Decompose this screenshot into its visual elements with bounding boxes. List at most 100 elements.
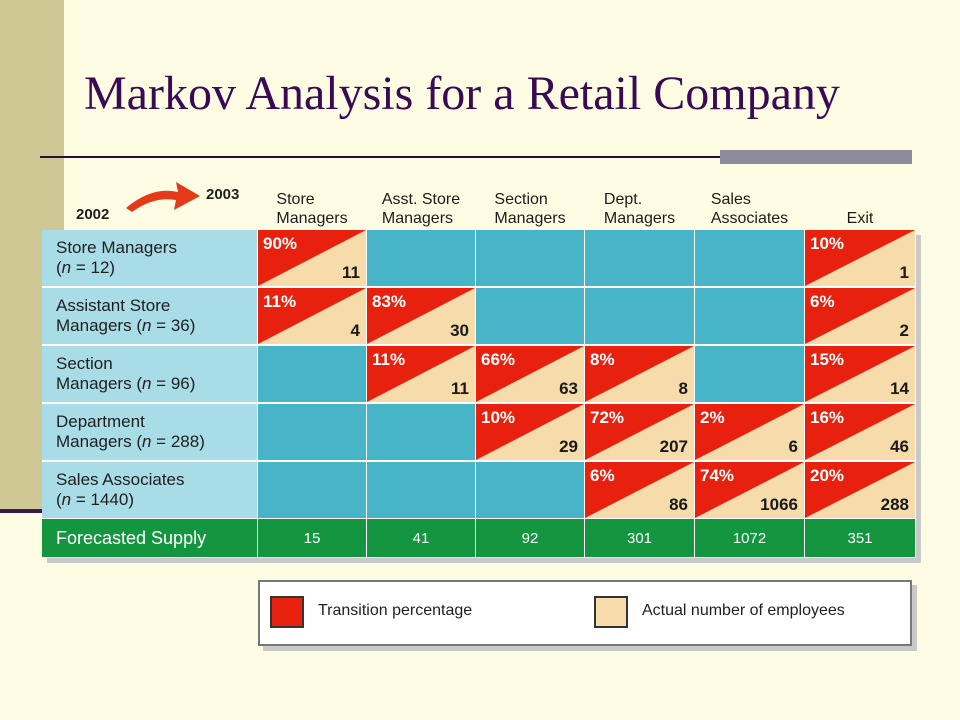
employee-count: 6 (788, 437, 798, 456)
transition-cell: 10% 29 (476, 404, 584, 460)
row-label-suffix: = 96) (151, 374, 196, 393)
legend: Transition percentage Actual number of e… (258, 580, 912, 646)
transition-percentage: 83% (372, 292, 407, 311)
transition-cell: 83% 30 (367, 288, 475, 344)
transition-triangle (367, 288, 475, 344)
year-to: 2003 (206, 186, 240, 203)
row-label-assistant-store: Assistant Store Managers (n = 36) (42, 288, 257, 344)
empty-cell (476, 288, 584, 344)
year-from: 2002 (76, 206, 110, 223)
transition-cell: 74% 1066 (695, 462, 804, 518)
year-arrow-icon (126, 182, 200, 212)
empty-cell (367, 462, 475, 518)
column-header-sales-associates: Sales Associates (695, 186, 804, 228)
transition-cell: 11% 11 (367, 346, 475, 402)
transition-percentage: 10% (810, 234, 845, 253)
transition-percentage: 16% (810, 408, 845, 427)
empty-cell (695, 230, 804, 286)
slide-title: Markov Analysis for a Retail Company (84, 67, 840, 120)
transition-cell: 72% 207 (585, 404, 694, 460)
row-label-n: n (141, 374, 152, 393)
transition-percentage: 2% (700, 408, 725, 427)
transition-triangle (805, 288, 915, 344)
legend-swatch-actual (594, 596, 628, 628)
legend-label-actual: Actual number of employees (642, 602, 845, 619)
row-label-prefix: Managers ( (56, 374, 142, 393)
empty-cell (476, 230, 584, 286)
transition-triangle (476, 404, 584, 460)
legend-label-transition: Transition percentage (318, 602, 473, 619)
row-label-line1: Section (56, 354, 113, 373)
forecasted-supply-value: 301 (585, 519, 694, 557)
transition-cell: 6% 86 (585, 462, 694, 518)
row-label-prefix: ( (56, 490, 62, 509)
row-label-section: Section Managers (n = 96) (42, 346, 257, 402)
forecasted-supply-value: 41 (367, 519, 475, 557)
employee-count: 207 (659, 437, 688, 456)
transition-triangle (585, 404, 694, 460)
employee-count: 11 (342, 263, 360, 282)
forecasted-supply-value: 15 (258, 519, 366, 557)
transition-percentage: 90% (263, 234, 298, 253)
transition-triangle (805, 346, 915, 402)
row-label-suffix: = 36) (151, 316, 196, 335)
employee-count: 29 (559, 437, 578, 456)
column-header-exit: Exit (805, 186, 915, 228)
empty-cell (585, 230, 694, 286)
column-header-line2: Exit (846, 210, 874, 227)
column-header-line2: Managers (494, 210, 566, 227)
empty-cell (585, 288, 694, 344)
column-header-line1: Dept. (603, 191, 643, 208)
transition-cell: 16% 46 (805, 404, 915, 460)
transition-triangle (805, 230, 915, 286)
empty-cell (258, 346, 366, 402)
transition-triangle (695, 462, 804, 518)
transition-percentage: 11% (263, 292, 297, 311)
row-label-suffix: = 288) (151, 432, 205, 451)
row-label-prefix: ( (56, 258, 62, 277)
transition-percentage: 15% (810, 350, 845, 369)
row-label-suffix: = 1440) (71, 490, 134, 509)
column-header-store-managers: Store Managers (258, 186, 366, 228)
column-header-line2: Associates (710, 210, 789, 227)
transition-cell: 11% 4 (258, 288, 366, 344)
empty-cell (367, 230, 475, 286)
employee-count: 1066 (760, 495, 798, 514)
column-header-line2: Managers (381, 210, 454, 227)
column-header-dept-managers: Dept. Managers (585, 186, 694, 228)
transition-triangle (367, 346, 475, 402)
transition-triangle (805, 404, 915, 460)
empty-cell (367, 404, 475, 460)
transition-cell: 10% 1 (805, 230, 915, 286)
forecasted-supply-value: 1072 (695, 519, 804, 557)
transition-cell: 20% 288 (805, 462, 915, 518)
column-header-section-managers: Section Managers (476, 186, 584, 228)
row-label-n: n (61, 490, 72, 509)
transition-cell: 2% 6 (695, 404, 804, 460)
left-accent-line (0, 509, 62, 513)
row-label-store-managers: Store Managers (n = 12) (42, 230, 257, 286)
row-label-prefix: Managers ( (56, 432, 142, 451)
employee-count: 288 (880, 495, 909, 514)
empty-cell (695, 346, 804, 402)
transition-percentage: 20% (810, 466, 845, 485)
employee-count: 14 (890, 379, 909, 398)
transition-cell: 15% 14 (805, 346, 915, 402)
transition-triangle (585, 346, 694, 402)
row-label-line1: Sales Associates (56, 470, 185, 489)
transition-triangle (695, 404, 804, 460)
transition-percentage: 72% (590, 408, 625, 427)
row-label-n: n (61, 258, 72, 277)
transition-percentage: 66% (481, 350, 516, 369)
column-header-line1: Section (494, 191, 548, 208)
transition-percentage: 6% (590, 466, 615, 485)
column-header-asst-store-managers: Asst. Store Managers (367, 186, 475, 228)
transition-triangle (805, 462, 915, 518)
column-header-line1: Store (276, 191, 315, 208)
forecasted-supply-value: 92 (476, 519, 584, 557)
row-label-line1: Store Managers (56, 238, 177, 257)
row-label-prefix: Managers ( (56, 316, 142, 335)
transition-triangle (476, 346, 584, 402)
employee-count: 1 (899, 263, 909, 282)
transition-triangle (585, 462, 694, 518)
